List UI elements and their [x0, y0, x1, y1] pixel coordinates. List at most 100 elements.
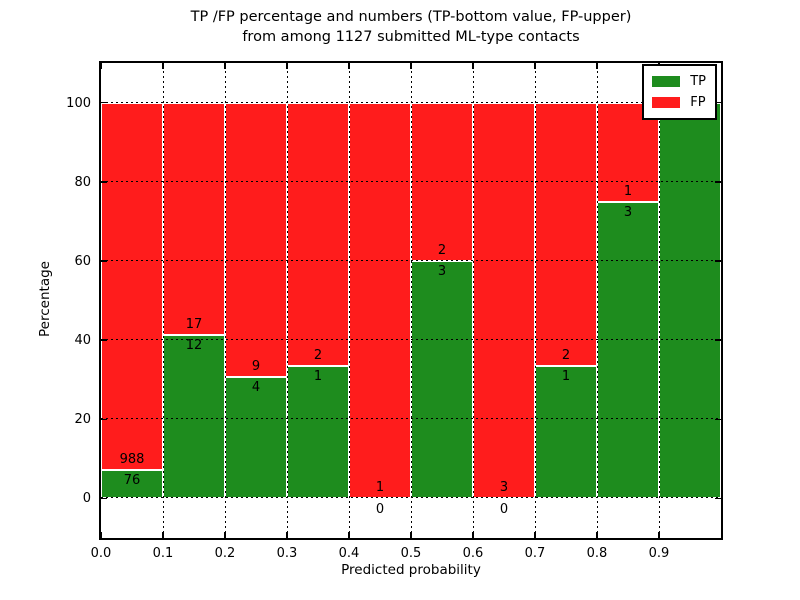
y-tick-mark	[101, 339, 107, 341]
x-tick-mark	[100, 532, 102, 538]
bar-label-fp: 2	[561, 348, 571, 364]
bar-label-fp: 988	[119, 452, 145, 468]
bar-label-fp: 2	[313, 348, 323, 364]
x-tick-mark	[410, 63, 412, 69]
bar-label-fp: 2	[437, 242, 447, 258]
chart-title-line1: TP /FP percentage and numbers (TP-bottom…	[190, 9, 632, 25]
bar-segment-tp	[287, 366, 349, 499]
x-tick-mark	[472, 532, 474, 538]
bar-label-fp: 1	[375, 480, 385, 496]
x-tick-mark	[410, 532, 412, 538]
bar-label-fp: 1	[623, 183, 633, 199]
bar-segment-tp	[225, 376, 287, 499]
bar-segment-tp	[659, 102, 721, 499]
gridline-vertical	[410, 63, 412, 538]
bar-segment-fp	[225, 102, 287, 377]
chart-title-line2: from among 1127 submitted ML-type contac…	[242, 29, 580, 45]
bar-label-fp: 17	[185, 316, 203, 332]
bar-segment-fp	[163, 102, 225, 335]
gridline-vertical	[658, 63, 660, 538]
y-tick-mark	[715, 497, 721, 500]
bar-label-fp: 9	[251, 358, 261, 374]
x-tick-label: 0.0	[90, 546, 112, 561]
plot-area: TP FP 0 20 40 60 80 100 0.0 0.1 0.2 0.3 0.4 0.5 0.6 0…	[66, 61, 723, 561]
bar-label-tp: 12	[185, 337, 203, 353]
x-tick-mark	[596, 63, 598, 69]
x-tick-mark	[534, 63, 536, 69]
bar-label-tp: 0	[375, 502, 385, 518]
x-tick-mark	[596, 532, 598, 538]
gridline-vertical	[162, 63, 164, 538]
y-tick-label: 80	[74, 174, 91, 190]
bar-segment-fp	[349, 102, 411, 499]
bar-segment-tp	[597, 201, 659, 499]
y-tick-mark	[101, 497, 107, 500]
legend-swatch-tp	[652, 76, 681, 87]
bar-label-tp: 3	[437, 263, 447, 279]
bar-segment-tp	[163, 334, 225, 499]
gridline-vertical	[472, 63, 474, 538]
bar-label-tp: 76	[123, 473, 141, 489]
bar-segment-tp	[535, 366, 597, 499]
x-tick-label: 0.4	[338, 546, 360, 561]
legend-item-fp: FP	[652, 92, 706, 113]
x-tick-label: 0.8	[586, 546, 608, 561]
y-tick-mark	[101, 101, 107, 104]
x-tick-mark	[286, 532, 288, 538]
x-tick-label: 0.1	[152, 546, 174, 561]
legend-label-tp: TP	[690, 74, 706, 89]
x-tick-label: 0.9	[648, 546, 670, 561]
bar-label-fp: 3	[499, 480, 509, 496]
x-tick-mark	[348, 532, 350, 538]
x-tick-label: 0.5	[400, 546, 422, 561]
bar-label-tp: 1	[561, 369, 571, 385]
x-tick-mark	[224, 63, 226, 69]
x-tick-label: 0.3	[276, 546, 298, 561]
y-tick-label: 40	[74, 333, 91, 349]
x-tick-mark	[348, 63, 350, 69]
gridline-vertical	[596, 63, 598, 538]
x-axis-label: Predicted probability	[341, 562, 481, 578]
y-tick-mark	[715, 101, 721, 104]
y-tick-label: 60	[74, 253, 91, 269]
bar-label-tp: 3	[623, 204, 633, 220]
y-tick-label: 0	[82, 491, 91, 507]
x-tick-mark	[472, 63, 474, 69]
bar-label-tp: 4	[251, 379, 261, 395]
bar-segment-tp	[411, 260, 473, 499]
x-tick-mark	[100, 63, 102, 69]
y-tick-mark	[715, 339, 721, 341]
x-tick-mark	[534, 532, 536, 538]
gridline-vertical	[286, 63, 288, 538]
gridline-vertical	[348, 63, 350, 538]
x-tick-label: 0.7	[524, 546, 546, 561]
bar-label-tp: 0	[499, 502, 509, 518]
bar-segment-fp	[287, 102, 349, 367]
x-tick-mark	[286, 63, 288, 69]
legend-item-tp: TP	[652, 71, 706, 92]
bar-segment-fp	[101, 102, 163, 471]
bar-segment-fp	[473, 102, 535, 499]
x-tick-mark	[162, 532, 164, 538]
x-tick-label: 0.2	[214, 546, 236, 561]
y-tick-mark	[101, 181, 107, 183]
x-tick-label: 0.6	[462, 546, 484, 561]
y-tick-mark	[101, 418, 107, 420]
y-tick-label: 20	[74, 412, 91, 428]
legend-swatch-fp	[652, 97, 681, 108]
gridline-vertical	[534, 63, 536, 538]
bar-segment-fp	[411, 102, 473, 261]
x-tick-mark	[162, 63, 164, 69]
y-tick-mark	[715, 260, 721, 262]
legend-label-fp: FP	[690, 95, 706, 110]
bar-segment-fp	[535, 102, 597, 367]
x-tick-mark	[224, 532, 226, 538]
gridline-vertical	[224, 63, 226, 538]
y-tick-mark	[101, 260, 107, 262]
y-tick-label: 100	[66, 95, 91, 111]
bar-segment-tp	[101, 470, 163, 499]
x-tick-mark	[658, 532, 660, 538]
y-tick-mark	[715, 418, 721, 420]
y-axis-label: Percentage	[37, 261, 53, 337]
